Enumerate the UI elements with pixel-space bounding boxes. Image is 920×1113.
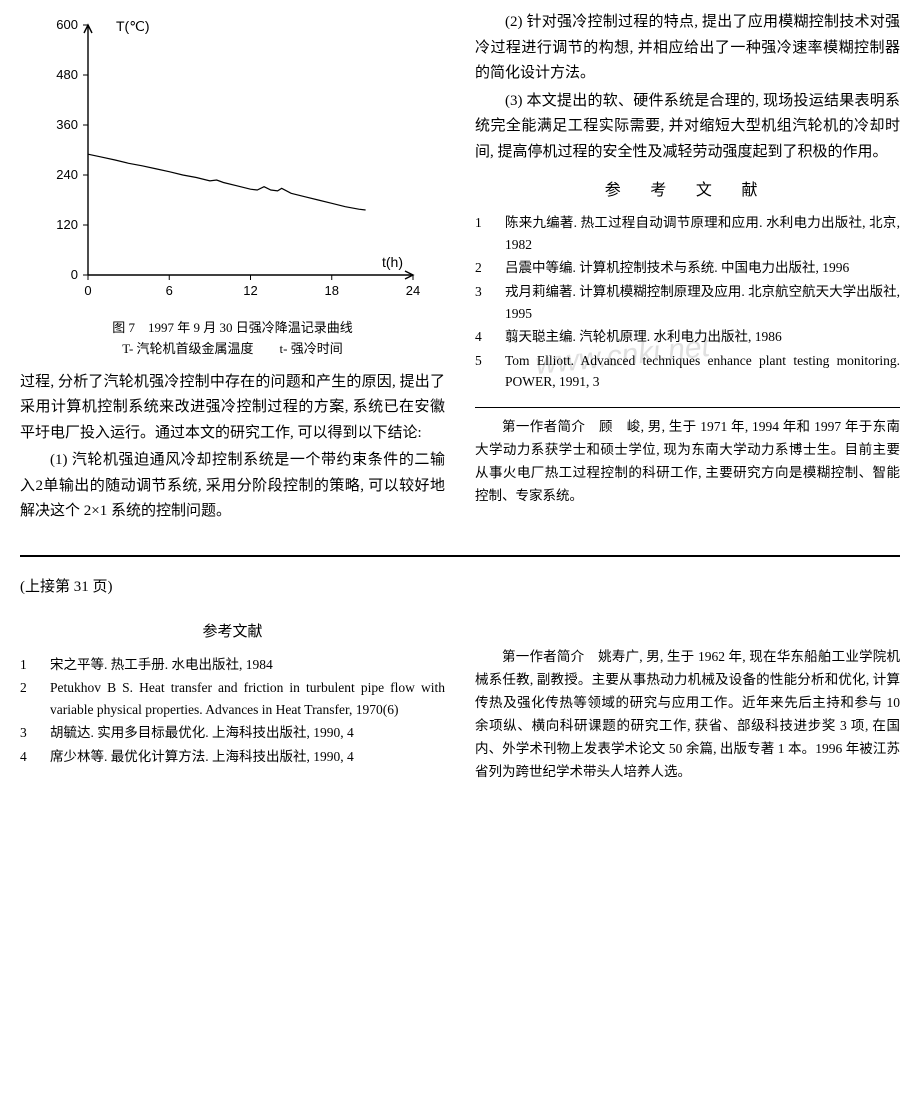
reference-number: 3	[475, 281, 493, 324]
reference-text: 吕震中等编. 计算机控制技术与系统. 中国电力出版社, 1996	[505, 257, 900, 279]
reference-number: 2	[475, 257, 493, 279]
right-body-text: (2) 针对强冷控制过程的特点, 提出了应用模糊控制技术对强冷过程进行调节的构想…	[475, 10, 900, 165]
reference-text: 宋之平等. 热工手册. 水电出版社, 1984	[50, 654, 445, 676]
svg-text:6: 6	[165, 283, 172, 298]
lower-left-column: 参考文献 1 宋之平等. 热工手册. 水电出版社, 1984 2 Petukhov B…	[20, 606, 445, 784]
body-paragraph: (3) 本文提出的软、硬件系统是合理的, 现场投运结果表明系统完全能满足工程实际…	[475, 89, 900, 166]
reference-item: 3 戎月莉编著. 计算机模糊控制原理及应用. 北京航空航天大学出版社, 1995	[475, 281, 900, 324]
reference-number: 3	[20, 722, 38, 744]
section-divider	[20, 555, 900, 557]
svg-text:0: 0	[70, 267, 77, 282]
reference-text: Petukhov B S. Heat transfer and friction…	[50, 677, 445, 720]
svg-text:120: 120	[56, 217, 78, 232]
reference-text: 胡毓达. 实用多目标最优化. 上海科技出版社, 1990, 4	[50, 722, 445, 744]
reference-item: 3 胡毓达. 实用多目标最优化. 上海科技出版社, 1990, 4	[20, 722, 445, 744]
author-bio-lower: 第一作者简介 姚寿广, 男, 生于 1962 年, 现在华东船舶工业学院机械系任…	[475, 646, 900, 784]
reference-item: 1 陈来九编著. 热工过程自动调节原理和应用. 水利电力出版社, 北京, 1982	[475, 212, 900, 255]
body-paragraph: 过程, 分析了汽轮机强冷控制中存在的问题和产生的原因, 提出了采用计算机控制系统…	[20, 370, 445, 447]
svg-text:18: 18	[324, 283, 338, 298]
svg-text:12: 12	[243, 283, 257, 298]
reference-item: 2 Petukhov B S. Heat transfer and frictio…	[20, 677, 445, 720]
chart-caption-line1: 图 7 1997 年 9 月 30 日强冷降温记录曲线	[20, 318, 445, 339]
chart-caption: 图 7 1997 年 9 月 30 日强冷降温记录曲线 T- 汽轮机首级金属温度…	[20, 318, 445, 360]
divider-thin	[475, 407, 900, 408]
svg-text:600: 600	[56, 17, 78, 32]
chart-caption-line2: T- 汽轮机首级金属温度 t- 强冷时间	[20, 339, 445, 360]
chart-container: 0 120 240 360 480 600 0 6 12 18 24 T(℃) t(h)	[33, 10, 433, 310]
svg-text:0: 0	[84, 283, 91, 298]
author-bio-upper: 第一作者简介 顾 峻, 男, 生于 1971 年, 1994 年和 1997 年…	[475, 416, 900, 508]
references-title-lower: 参考文献	[20, 620, 445, 646]
references-list-lower: 1 宋之平等. 热工手册. 水电出版社, 1984 2 Petukhov B S. H…	[20, 654, 445, 768]
svg-text:240: 240	[56, 167, 78, 182]
left-body-text: 过程, 分析了汽轮机强冷控制中存在的问题和产生的原因, 提出了采用计算机控制系统…	[20, 370, 445, 525]
references-title: 参 考 文 献	[475, 177, 900, 204]
reference-number: 2	[20, 677, 38, 720]
reference-number: 5	[475, 350, 493, 393]
reference-item: 5 Tom Elliott. Advanced techniques enhanc…	[475, 350, 900, 393]
references-list-upper: 1 陈来九编著. 热工过程自动调节原理和应用. 水利电力出版社, 北京, 1982…	[475, 212, 900, 393]
right-column: www.cnki.net (2) 针对强冷控制过程的特点, 提出了应用模糊控制技…	[475, 10, 900, 527]
continued-label: (上接第 31 页)	[20, 575, 900, 601]
body-paragraph: (2) 针对强冷控制过程的特点, 提出了应用模糊控制技术对强冷过程进行调节的构想…	[475, 10, 900, 87]
reference-number: 4	[20, 746, 38, 768]
left-column: 0 120 240 360 480 600 0 6 12 18 24 T(℃) t(h) 图 7 199…	[20, 10, 445, 527]
reference-text: 翦天聪主编. 汽轮机原理. 水利电力出版社, 1986	[505, 326, 900, 348]
reference-number: 1	[475, 212, 493, 255]
reference-text: 席少林等. 最优化计算方法. 上海科技出版社, 1990, 4	[50, 746, 445, 768]
svg-text:480: 480	[56, 67, 78, 82]
svg-text:T(℃): T(℃)	[116, 18, 150, 34]
upper-two-column: 012024036048060006121824T(℃)t(h) 图 7 199…	[20, 10, 900, 527]
reference-item: 2 吕震中等编. 计算机控制技术与系统. 中国电力出版社, 1996	[475, 257, 900, 279]
body-paragraph: (1) 汽轮机强迫通风冷却控制系统是一个带约束条件的二输入2单输出的随动调节系统…	[20, 448, 445, 525]
lower-section: (上接第 31 页) 参考文献 1 宋之平等. 热工手册. 水电出版社, 1984…	[20, 575, 900, 784]
reference-text: Tom Elliott. Advanced techniques enhance…	[505, 350, 900, 393]
reference-text: 戎月莉编著. 计算机模糊控制原理及应用. 北京航空航天大学出版社, 1995	[505, 281, 900, 324]
svg-text:360: 360	[56, 117, 78, 132]
reference-text: 陈来九编著. 热工过程自动调节原理和应用. 水利电力出版社, 北京, 1982	[505, 212, 900, 255]
reference-item: 4 席少林等. 最优化计算方法. 上海科技出版社, 1990, 4	[20, 746, 445, 768]
svg-text:t(h): t(h)	[382, 254, 403, 270]
reference-number: 4	[475, 326, 493, 348]
reference-item: 1 宋之平等. 热工手册. 水电出版社, 1984	[20, 654, 445, 676]
cooling-curve-chart: 0 120 240 360 480 600 0 6 12 18 24 T(℃) t(h)	[33, 10, 433, 310]
lower-right-column: 第一作者简介 姚寿广, 男, 生于 1962 年, 现在华东船舶工业学院机械系任…	[475, 606, 900, 784]
reference-item: 4 翦天聪主编. 汽轮机原理. 水利电力出版社, 1986	[475, 326, 900, 348]
reference-number: 1	[20, 654, 38, 676]
svg-text:24: 24	[405, 283, 419, 298]
